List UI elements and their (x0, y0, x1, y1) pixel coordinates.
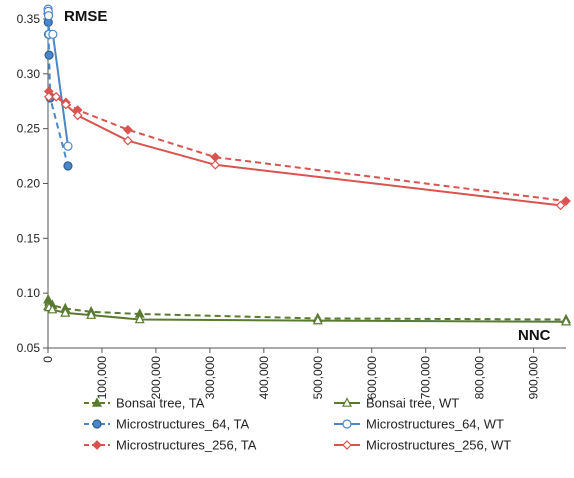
data-point-diamond (123, 135, 133, 146)
x-axis-title: NNC (518, 327, 551, 344)
y-tick-label: 0.15 (17, 231, 41, 245)
axes: 0.05 0.10 0.15 0.20 0.25 0.30 0.35 0 100,000 200,… (17, 8, 566, 399)
series-5 (43, 91, 566, 211)
data-point-diamond (123, 124, 133, 135)
series-layer (43, 4, 571, 326)
y-tick-label: 0.30 (17, 67, 41, 81)
data-point-circle (43, 11, 54, 21)
data-point-diamond (342, 440, 352, 450)
x-tick-label: 500,000 (311, 356, 325, 400)
data-point-circle (44, 50, 54, 60)
legend-item-3: Microstructures_64, WT (334, 417, 504, 432)
data-point-diamond (72, 110, 83, 121)
series-line (48, 90, 567, 202)
series-1 (43, 300, 571, 326)
series-4 (43, 86, 571, 206)
legend-label: Bonsai tree, TA (116, 396, 205, 411)
data-point-circle (48, 29, 58, 39)
y-tick-label: 0.05 (17, 341, 41, 355)
y-tick-label: 0.10 (17, 286, 41, 300)
x-tick-label: 700,000 (419, 356, 433, 400)
x-tick-label: 0 (41, 356, 55, 363)
series-3 (43, 4, 73, 151)
x-tick-label: 100,000 (95, 356, 109, 400)
data-point-circle (342, 419, 352, 429)
data-point-triangle (342, 397, 352, 407)
x-tick-label: 600,000 (365, 356, 379, 400)
legend-label: Microstructures_256, TA (116, 438, 257, 453)
data-point-diamond (555, 200, 566, 211)
legend-item-4: Microstructures_256, TA (84, 438, 257, 453)
data-point-triangle (134, 313, 145, 324)
data-point-triangle (86, 309, 97, 319)
x-tick-label: 900,000 (527, 356, 541, 400)
series-line (48, 95, 561, 207)
data-point-circle (63, 161, 73, 171)
data-point-circle (63, 141, 73, 151)
data-point-diamond (92, 440, 102, 450)
data-point-diamond (51, 91, 61, 102)
legend-item-2: Microstructures_64, TA (84, 417, 250, 432)
x-tick-label: 400,000 (257, 356, 271, 400)
data-point-diamond (210, 152, 221, 163)
y-tick-label: 0.35 (17, 12, 41, 26)
data-point-triangle (561, 315, 571, 326)
legend-label: Microstructures_64, WT (366, 417, 504, 432)
legend-item-0: Bonsai tree, TA (84, 396, 205, 411)
series-line (47, 13, 69, 167)
x-tick-label: 300,000 (203, 356, 217, 400)
x-tick-label: 200,000 (149, 356, 163, 400)
data-point-triangle (92, 397, 102, 407)
legend-label: Bonsai tree, WT (366, 396, 459, 411)
y-tick-label: 0.20 (17, 176, 41, 190)
data-point-circle (92, 419, 102, 429)
legend-item-1: Bonsai tree, WT (334, 396, 459, 411)
y-tick-label: 0.25 (17, 122, 41, 136)
legend-label: Microstructures_256, WT (366, 438, 511, 453)
y-axis-title: RMSE (64, 8, 107, 25)
data-point-triangle (60, 307, 71, 317)
data-point-diamond (561, 196, 571, 206)
legend: Bonsai tree, TA Bonsai tree, WT Microstruc… (84, 396, 511, 453)
series-line (47, 299, 567, 321)
data-point-triangle (47, 303, 58, 314)
legend-item-5: Microstructures_256, WT (334, 438, 511, 453)
data-point-diamond (60, 99, 71, 110)
legend-label: Microstructures_64, TA (116, 417, 250, 432)
data-point-triangle (312, 314, 323, 325)
data-point-diamond (210, 159, 221, 170)
data-point-diamond (43, 91, 54, 102)
x-tick-label: 800,000 (473, 356, 487, 400)
